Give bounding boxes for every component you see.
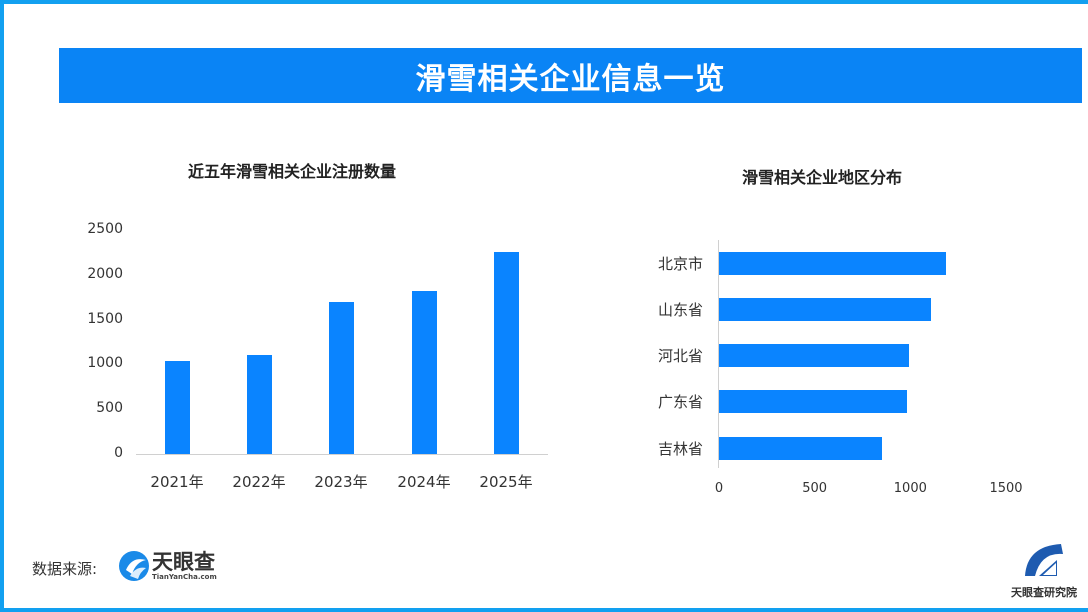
institute-logo: 天眼查研究院 xyxy=(1003,540,1085,600)
institute-name: 天眼查研究院 xyxy=(1011,586,1077,599)
left-x-label: 2023年 xyxy=(314,473,368,491)
right-bar xyxy=(719,251,947,275)
left-bar xyxy=(246,354,272,454)
left-y-tick: 0 xyxy=(114,445,123,461)
left-x-label: 2021年 xyxy=(150,473,204,491)
right-y-axis-line xyxy=(718,240,719,468)
right-bar xyxy=(719,389,908,413)
left-x-label: 2024年 xyxy=(397,473,451,491)
left-bar xyxy=(164,360,190,454)
left-y-tick: 2500 xyxy=(87,221,123,237)
right-bar xyxy=(719,343,910,367)
right-x-tick: 1000 xyxy=(893,481,927,496)
source-label: 数据来源: xyxy=(32,560,98,578)
title-banner: 滑雪相关企业信息一览 xyxy=(59,48,1082,103)
institute-arc-icon xyxy=(1025,544,1063,576)
page-title: 滑雪相关企业信息一览 xyxy=(415,61,726,97)
right-chart-title: 滑雪相关企业地区分布 xyxy=(742,168,903,187)
left-x-label: 2025年 xyxy=(479,473,533,491)
left-y-tick: 2000 xyxy=(87,265,123,282)
right-x-tick: 1500 xyxy=(989,481,1023,496)
right-y-label: 北京市 xyxy=(657,255,703,273)
right-y-label: 山东省 xyxy=(657,301,703,319)
left-bar xyxy=(411,290,437,454)
tianyancha-logo: 天眼查 TianYanCha.com xyxy=(118,550,217,582)
right-y-label: 河北省 xyxy=(657,347,703,365)
left-y-tick: 1500 xyxy=(87,310,123,327)
left-y-tick: 1000 xyxy=(87,355,123,372)
right-y-label: 广东省 xyxy=(657,393,703,411)
right-bar xyxy=(719,436,883,460)
right-x-tick: 0 xyxy=(714,481,724,496)
left-x-axis-line xyxy=(136,454,548,455)
right-y-label: 吉林省 xyxy=(657,440,703,458)
tianyancha-logo-cn: 天眼查 xyxy=(152,550,215,574)
right-bar xyxy=(719,297,932,321)
left-y-tick: 500 xyxy=(96,400,123,417)
left-bar xyxy=(328,302,354,454)
left-bar xyxy=(493,251,519,454)
tianyancha-logo-en: TianYanCha.com xyxy=(152,573,217,581)
left-x-label: 2022年 xyxy=(232,473,286,491)
left-chart-title: 近五年滑雪相关企业注册数量 xyxy=(188,162,397,181)
tianyancha-eye-icon xyxy=(119,551,149,581)
right-x-tick: 500 xyxy=(802,481,828,496)
